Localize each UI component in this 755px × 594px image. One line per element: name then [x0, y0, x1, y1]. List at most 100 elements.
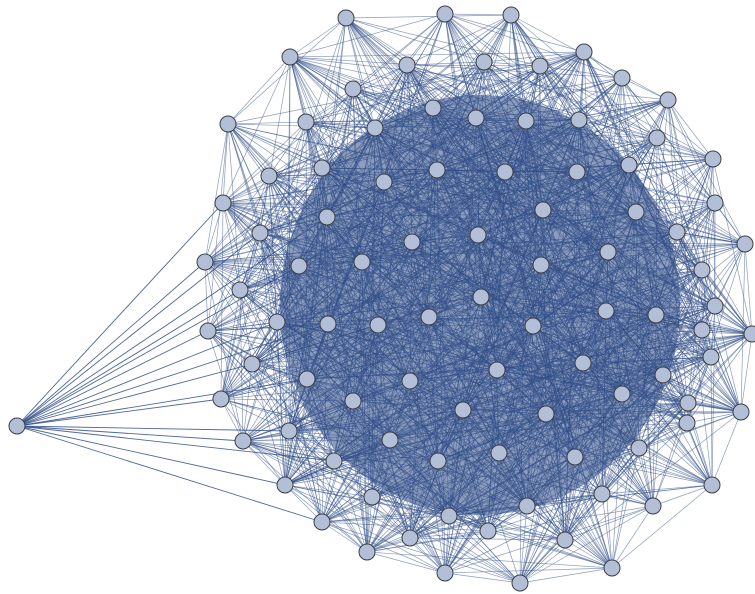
edge	[207, 175, 270, 332]
edge	[539, 65, 716, 204]
edge	[204, 261, 209, 332]
edge	[409, 530, 489, 539]
edge	[220, 398, 290, 432]
inner-node	[566, 448, 584, 466]
edge	[321, 521, 521, 584]
edge	[16, 425, 244, 442]
edge	[251, 363, 290, 432]
inner-node	[429, 452, 447, 470]
inner-node	[381, 431, 399, 449]
edge	[268, 175, 278, 323]
edge	[578, 77, 623, 121]
inner-node	[568, 163, 586, 181]
edge	[204, 232, 261, 263]
inner-node	[496, 163, 514, 181]
edge	[352, 13, 446, 90]
edge	[305, 61, 485, 123]
ring-node	[704, 150, 722, 168]
ring-node	[613, 69, 631, 87]
edge	[204, 202, 224, 263]
edge	[16, 330, 209, 427]
ring-node	[702, 348, 720, 366]
edge	[345, 17, 408, 66]
ring-node	[556, 531, 574, 549]
edge	[321, 496, 373, 523]
edge	[667, 99, 678, 233]
inner-node	[647, 306, 665, 324]
inner-node	[627, 203, 645, 221]
edge	[687, 356, 712, 404]
edge	[444, 515, 450, 574]
inner-node	[488, 361, 506, 379]
ring-node	[706, 194, 724, 212]
inner-node	[353, 253, 371, 271]
edge	[687, 402, 742, 413]
ring-node	[276, 476, 294, 494]
edge	[638, 402, 689, 449]
inner-node	[668, 223, 686, 241]
inner-node	[613, 385, 631, 403]
edge	[444, 530, 489, 574]
ring-node	[358, 543, 376, 561]
edge	[710, 356, 713, 486]
edge	[222, 13, 446, 204]
edge	[289, 13, 446, 58]
edge	[289, 56, 623, 79]
edge-layer	[16, 13, 753, 584]
inner-node	[375, 173, 393, 191]
inner-node	[420, 308, 438, 326]
inner-node	[298, 370, 316, 388]
edge	[16, 202, 224, 427]
edge	[366, 551, 446, 574]
inner-node	[318, 208, 336, 226]
ring-node	[281, 48, 299, 66]
edge	[366, 530, 489, 553]
ring-node	[659, 91, 677, 109]
edge	[222, 123, 229, 204]
edge	[16, 289, 241, 427]
inner-node	[268, 313, 286, 331]
ring-node	[575, 43, 593, 61]
inner-node	[531, 57, 549, 75]
inner-node	[325, 452, 343, 470]
inner-node	[369, 316, 387, 334]
inner-node	[570, 111, 588, 129]
edge	[601, 484, 713, 495]
edge	[371, 496, 489, 532]
edge	[638, 333, 753, 449]
edge	[444, 13, 512, 16]
edge	[289, 17, 347, 58]
ring-node	[231, 281, 249, 299]
inner-node	[469, 226, 487, 244]
edge	[289, 51, 585, 58]
edge	[652, 484, 713, 507]
edge	[740, 333, 753, 413]
ring-node	[196, 253, 214, 271]
inner-node	[424, 99, 442, 117]
edge	[220, 121, 307, 400]
ring-node	[212, 390, 230, 408]
edge	[207, 321, 278, 332]
ring-node	[401, 529, 419, 547]
edge	[333, 460, 373, 498]
ring-node	[436, 5, 454, 23]
edge	[406, 61, 485, 66]
edge	[16, 425, 323, 523]
ring-node	[743, 325, 755, 343]
edge	[611, 505, 654, 569]
edge	[371, 496, 411, 539]
edge	[483, 61, 714, 160]
edge	[406, 14, 512, 66]
ring-node	[732, 403, 750, 421]
inner-node	[440, 507, 458, 525]
edge	[701, 158, 714, 331]
edge	[686, 356, 712, 424]
edge	[222, 121, 307, 204]
edge	[656, 137, 714, 160]
edge	[207, 289, 241, 332]
inner-node	[467, 109, 485, 127]
edge	[519, 567, 613, 584]
edge	[305, 121, 376, 129]
edge	[352, 64, 408, 90]
edge	[204, 261, 368, 553]
